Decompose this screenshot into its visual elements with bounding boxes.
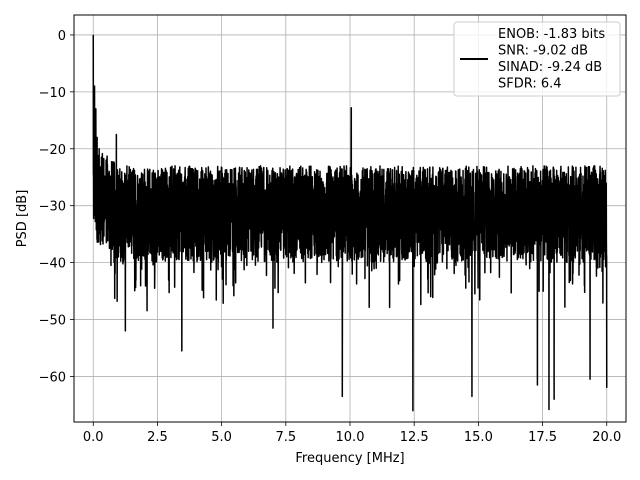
x-tick-label-4: 10.0 bbox=[336, 430, 365, 445]
legend-text-enob: ENOB: -1.83 bits bbox=[498, 27, 605, 42]
x-axis-label: Frequency [MHz] bbox=[295, 451, 404, 466]
x-tick-label-6: 15.0 bbox=[464, 430, 493, 445]
x-tick-label-8: 20.0 bbox=[592, 430, 621, 445]
x-tick-label-5: 12.5 bbox=[400, 430, 429, 445]
series-line-0 bbox=[92, 34, 608, 412]
y-axis-label: PSD [dB] bbox=[15, 190, 30, 248]
legend-text-sinad: SINAD: -9.24 dB bbox=[498, 60, 602, 75]
legend-text-sfdr: SFDR: 6.4 bbox=[498, 77, 562, 92]
x-tick-label-3: 7.5 bbox=[275, 430, 296, 445]
y-tick-label-0: 0 bbox=[58, 29, 66, 44]
x-tick-label-7: 17.5 bbox=[528, 430, 557, 445]
x-tick-label-1: 2.5 bbox=[147, 430, 168, 445]
y-tick-label-4: −40 bbox=[39, 257, 66, 272]
x-tick-label-0: 0.0 bbox=[83, 430, 104, 445]
y-tick-label-1: −10 bbox=[39, 86, 66, 101]
x-tick-label-2: 5.0 bbox=[211, 430, 232, 445]
y-tick-label-6: −60 bbox=[39, 370, 66, 385]
x-axis-ticks: 0.0 2.5 5.0 7.5 10.0 12.5 15.0 17.5 20.0 bbox=[83, 422, 621, 445]
series-group bbox=[92, 34, 608, 412]
y-tick-label-3: −30 bbox=[39, 200, 66, 215]
legend-box bbox=[453, 21, 621, 97]
y-tick-label-2: −20 bbox=[39, 143, 66, 158]
y-tick-label-5: −50 bbox=[39, 314, 66, 329]
y-axis-ticks: 0 −10 −20 −30 −40 −50 −60 bbox=[39, 29, 74, 385]
legend: ENOB: -1.83 bits SNR: -9.02 dB SINAD: -9… bbox=[453, 21, 621, 97]
legend-text-snr: SNR: -9.02 dB bbox=[498, 44, 588, 59]
